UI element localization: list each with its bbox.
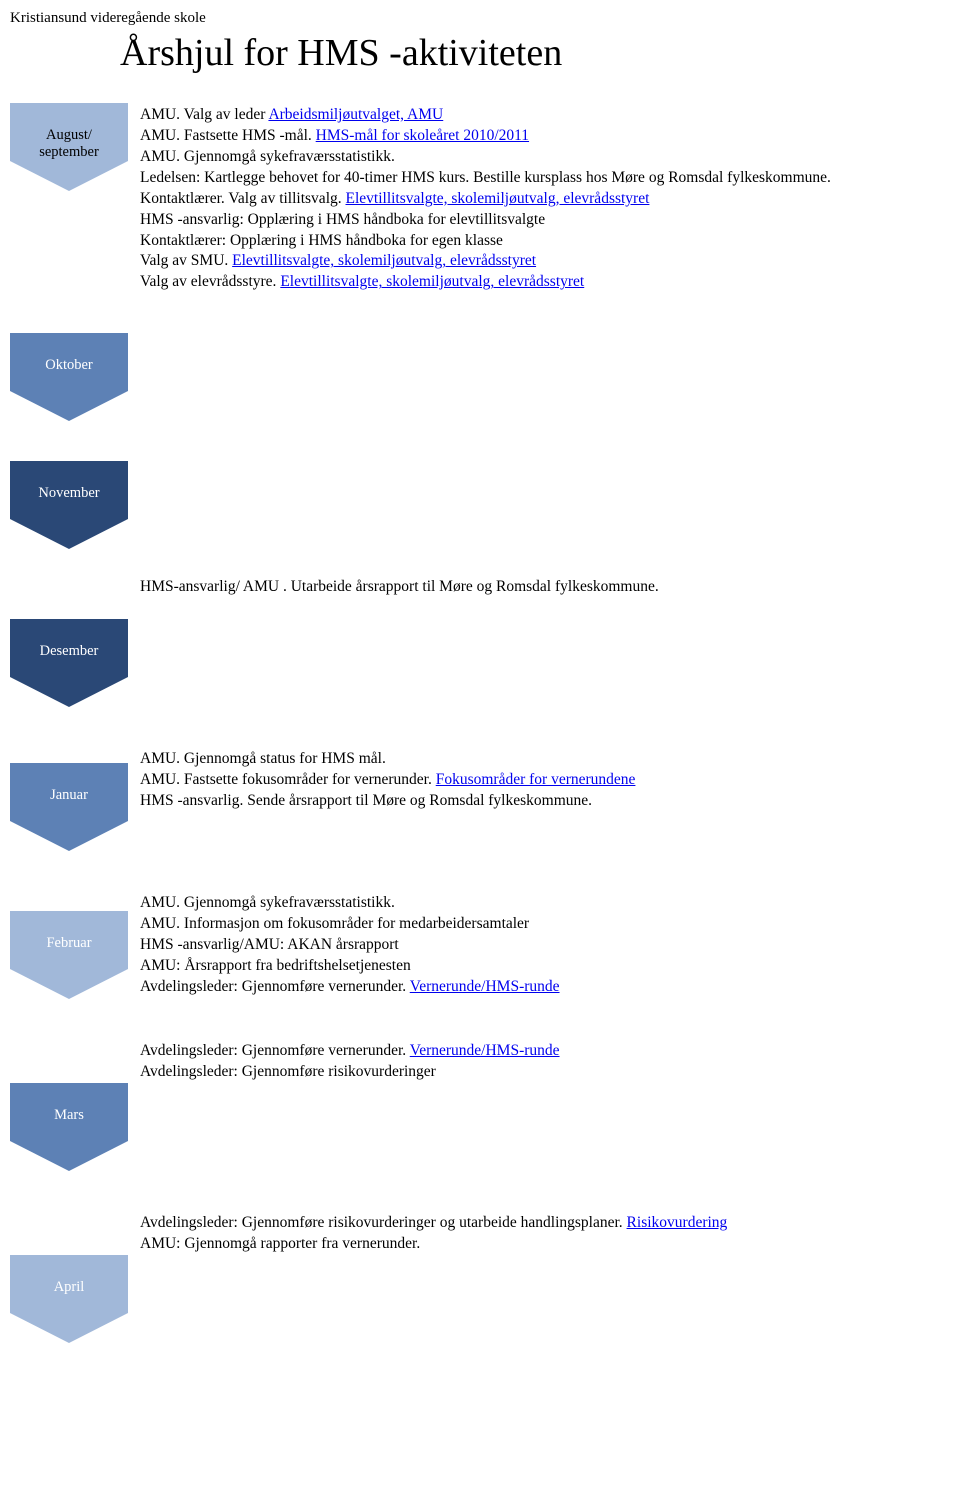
chevron-label: Mars bbox=[10, 1107, 128, 1124]
section-februar: Februar AMU. Gjennomgå sykefraværsstatis… bbox=[10, 891, 930, 999]
school-name: Kristiansund videregående skole bbox=[10, 10, 930, 27]
section-content: Avdelingsleder: Gjennomføre vernerunder.… bbox=[140, 1039, 930, 1083]
section-content: AMU. Gjennomgå sykefraværsstatistikk. AM… bbox=[140, 891, 930, 998]
section-november: November bbox=[10, 461, 930, 549]
chevron-wrap: Desember bbox=[10, 575, 140, 707]
chevron-wrap: Februar bbox=[10, 891, 140, 999]
chevron-wrap: August/ september bbox=[10, 103, 140, 191]
link-fokusomraader[interactable]: Fokusområder for vernerundene bbox=[436, 771, 636, 788]
chevron-label: Februar bbox=[10, 935, 128, 952]
page-title: Årshjul for HMS -aktiviteten bbox=[120, 31, 930, 75]
chevron-label: April bbox=[10, 1279, 128, 1296]
link-amu[interactable]: Arbeidsmiljøutvalget, AMU bbox=[268, 106, 443, 123]
chevron-wrap: November bbox=[10, 461, 140, 549]
link-elevtillitsvalgte-1[interactable]: Elevtillitsvalgte, skolemiljøutvalg, ele… bbox=[346, 190, 650, 207]
chevron-label: August/ september bbox=[10, 127, 128, 162]
section-mars: Mars Avdelingsleder: Gjennomføre verneru… bbox=[10, 1039, 930, 1171]
section-januar: Januar AMU. Gjennomgå status for HMS mål… bbox=[10, 747, 930, 851]
section-content: HMS-ansvarlig/ AMU . Utarbeide årsrappor… bbox=[140, 575, 930, 598]
chevron-label: Desember bbox=[10, 643, 128, 660]
section-content: Avdelingsleder: Gjennomføre risikovurder… bbox=[140, 1211, 930, 1255]
chevron-label: November bbox=[10, 485, 128, 502]
chevron-wrap: Oktober bbox=[10, 333, 140, 421]
chevron-icon: Mars bbox=[10, 1083, 128, 1171]
chevron-icon: Februar bbox=[10, 911, 128, 999]
section-april: April Avdelingsleder: Gjennomføre risiko… bbox=[10, 1211, 930, 1343]
link-vernerunde-1[interactable]: Vernerunde/HMS-runde bbox=[410, 978, 560, 995]
section-august-september: August/ september AMU. Valg av leder Arb… bbox=[10, 103, 930, 293]
chevron-wrap: Januar bbox=[10, 747, 140, 851]
chevron-wrap: Mars bbox=[10, 1039, 140, 1171]
chevron-icon: Desember bbox=[10, 619, 128, 707]
link-elevtillitsvalgte-3[interactable]: Elevtillitsvalgte, skolemiljøutvalg, ele… bbox=[280, 273, 584, 290]
chevron-icon: April bbox=[10, 1255, 128, 1343]
chevron-icon: Januar bbox=[10, 763, 128, 851]
section-desember: Desember HMS-ansvarlig/ AMU . Utarbeide … bbox=[10, 575, 930, 707]
link-risikovurdering[interactable]: Risikovurdering bbox=[627, 1214, 728, 1231]
chevron-icon: November bbox=[10, 461, 128, 549]
chevron-wrap: April bbox=[10, 1211, 140, 1343]
section-content: AMU. Valg av leder Arbeidsmiljøutvalget,… bbox=[140, 103, 930, 293]
link-elevtillitsvalgte-2[interactable]: Elevtillitsvalgte, skolemiljøutvalg, ele… bbox=[232, 252, 536, 269]
link-hms-maal[interactable]: HMS-mål for skoleåret 2010/2011 bbox=[316, 127, 529, 144]
chevron-label: Oktober bbox=[10, 357, 128, 374]
chevron-label: Januar bbox=[10, 787, 128, 804]
section-content: AMU. Gjennomgå status for HMS mål. AMU. … bbox=[140, 747, 930, 812]
chevron-icon: August/ september bbox=[10, 103, 128, 191]
section-oktober: Oktober bbox=[10, 333, 930, 421]
chevron-icon: Oktober bbox=[10, 333, 128, 421]
link-vernerunde-2[interactable]: Vernerunde/HMS-runde bbox=[410, 1042, 560, 1059]
